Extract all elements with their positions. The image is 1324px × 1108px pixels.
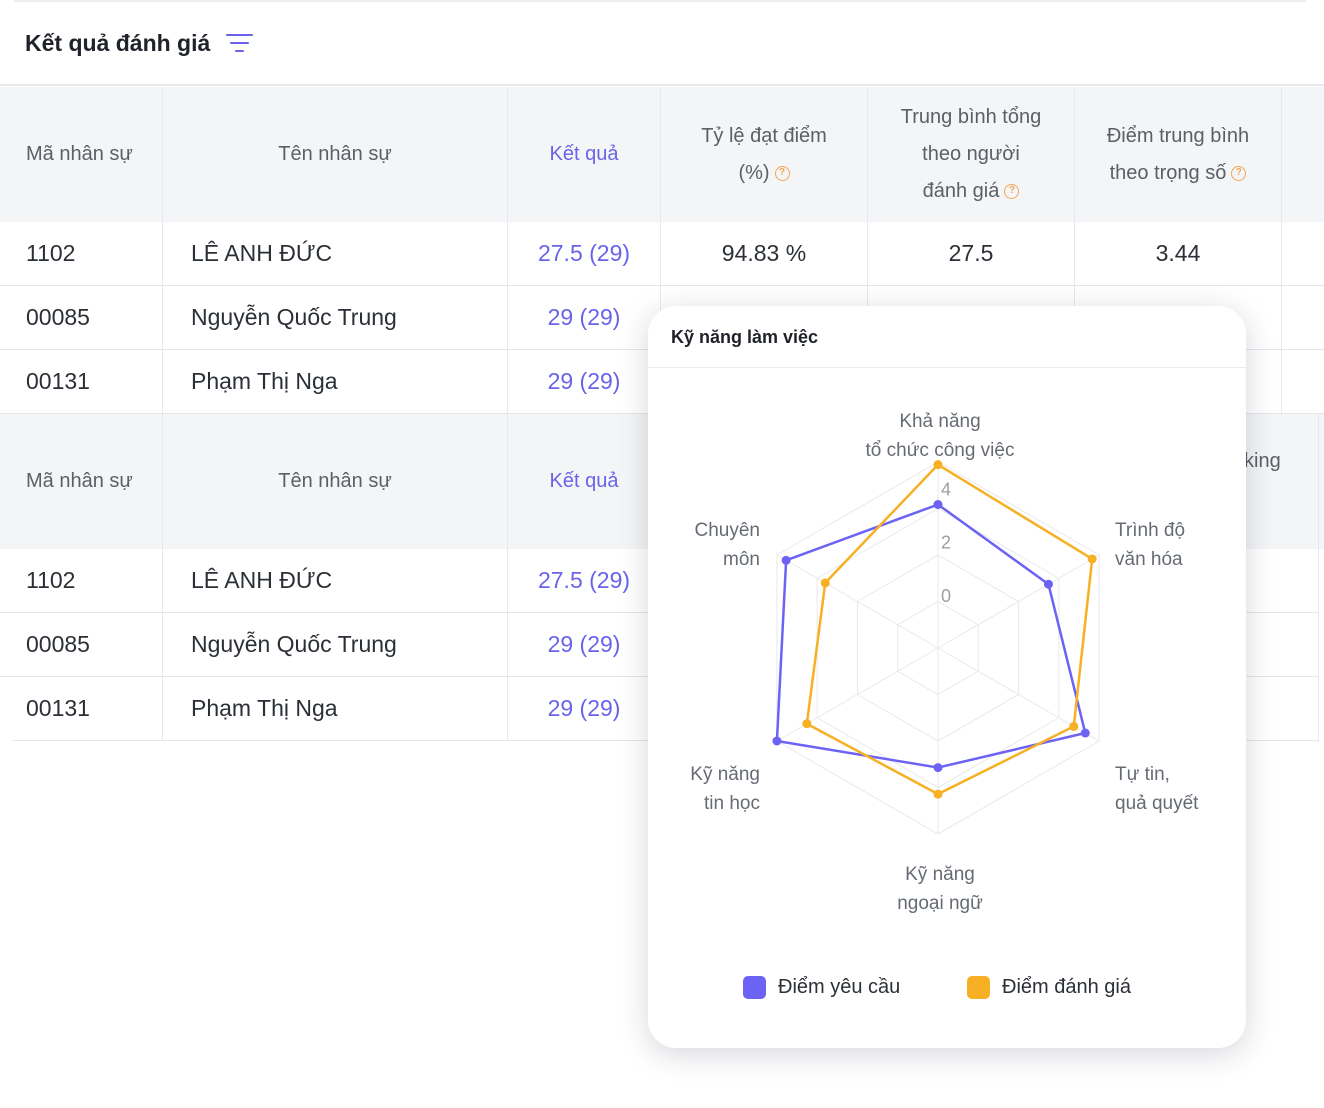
table-edge bbox=[1318, 414, 1319, 742]
cell-weighted: 3.44 bbox=[1075, 222, 1282, 285]
header-weighted[interactable]: Điểm trung bình theo trọng số? bbox=[1075, 87, 1282, 222]
grid-spoke bbox=[776, 554, 939, 649]
cell-employee-id: 00131 bbox=[0, 677, 163, 740]
tick-label: 2 bbox=[941, 533, 951, 553]
data-point bbox=[1087, 554, 1097, 564]
header-average[interactable]: Trung bình tổng theo người đánh giá? bbox=[868, 87, 1075, 222]
axis-label: Tự tin, bbox=[1115, 764, 1170, 785]
header-average-line1: Trung bình tổng bbox=[900, 106, 1042, 128]
axis-label: Kỹ năng bbox=[905, 864, 975, 885]
popup-divider bbox=[648, 367, 1246, 368]
data-point bbox=[781, 555, 791, 565]
header-result[interactable]: Kết quả bbox=[508, 87, 661, 222]
cell-employee-id: 1102 bbox=[0, 222, 163, 285]
top-edge-divider bbox=[14, 0, 1306, 2]
tick-label: 4 bbox=[941, 480, 951, 500]
cell-employee-name: Phạm Thị Nga bbox=[163, 350, 508, 413]
cell-result-link[interactable]: 29 (29) bbox=[508, 286, 661, 349]
header-rate[interactable]: Tỷ lệ đạt điểm (%)? bbox=[661, 87, 868, 222]
help-icon[interactable]: ? bbox=[1004, 184, 1020, 199]
cell-rate: 94.83 % bbox=[661, 222, 868, 285]
header-employee-id[interactable]: Mã nhân sự bbox=[0, 414, 163, 549]
legend-item-required[interactable]: Điểm yêu cầu bbox=[743, 976, 900, 999]
cell-result-link[interactable]: 27.5 (29) bbox=[508, 549, 661, 612]
legend-label: Điểm đánh giá bbox=[1002, 976, 1131, 998]
axis-label: môn bbox=[723, 549, 760, 570]
header-weighted-line2: theo trọng số bbox=[1109, 161, 1227, 184]
cell-employee-id: 00085 bbox=[0, 286, 163, 349]
data-point bbox=[933, 500, 943, 510]
header-rate-line1: Tỷ lệ đạt điểm bbox=[701, 124, 827, 147]
data-point bbox=[933, 763, 943, 773]
data-point bbox=[933, 460, 943, 470]
data-point bbox=[1080, 728, 1090, 738]
legend-swatch bbox=[967, 976, 990, 999]
axis-label: Chuyên bbox=[695, 520, 761, 541]
cell-result-link[interactable]: 29 (29) bbox=[508, 350, 661, 413]
axis-label: Kỹ năng bbox=[690, 764, 760, 785]
section-header: Kết quả đánh giá bbox=[0, 2, 1324, 86]
data-point bbox=[772, 736, 782, 746]
help-icon[interactable]: ? bbox=[774, 165, 790, 181]
data-point bbox=[933, 789, 943, 799]
header-employee-name[interactable]: Tên nhân sự bbox=[163, 87, 508, 222]
header-partial: king bbox=[1244, 450, 1281, 472]
cell-weighted bbox=[1075, 350, 1282, 413]
header-rate-line2: (%) bbox=[738, 161, 770, 184]
cell-employee-id: 00131 bbox=[0, 350, 163, 413]
legend-label: Điểm yêu cầu bbox=[778, 976, 901, 998]
cell-employee-name: LÊ ANH ĐỨC bbox=[163, 549, 508, 612]
header-weighted-line1: Điểm trung bình bbox=[1106, 124, 1250, 147]
axis-label: văn hóa bbox=[1115, 549, 1183, 570]
axis-label: Trình độ bbox=[1115, 520, 1185, 541]
tick-label: 0 bbox=[941, 586, 951, 606]
header-average-line3: đánh giá bbox=[922, 180, 1000, 202]
header-result[interactable]: Kết quả bbox=[508, 414, 661, 549]
data-point bbox=[820, 578, 830, 588]
cell-employee-name: Nguyễn Quốc Trung bbox=[163, 286, 508, 349]
table-row[interactable]: 00085 Nguyễn Quốc Trung 29 (29) bbox=[0, 613, 1318, 677]
header-employee-id[interactable]: Mã nhân sự bbox=[0, 87, 163, 222]
cell-overflow bbox=[1282, 222, 1324, 285]
data-point bbox=[802, 719, 812, 729]
filter-icon[interactable] bbox=[226, 33, 253, 53]
legend-swatch bbox=[743, 976, 766, 999]
table-header-row: Mã nhân sự Tên nhân sự Kết quả Tỷ lệ đạt… bbox=[0, 87, 1324, 222]
cell-average: 27.5 bbox=[868, 222, 1075, 285]
header-overflow bbox=[1282, 87, 1324, 222]
header-average-line2: theo người bbox=[922, 143, 1020, 165]
axis-label: tổ chức công việc bbox=[866, 440, 1015, 461]
axis-label: quả quyết bbox=[1115, 793, 1199, 814]
cell-employee-name: Nguyễn Quốc Trung bbox=[163, 613, 508, 676]
table-row[interactable]: 1102 LÊ ANH ĐỨC 27.5 (29) 94.83 % 27.5 3… bbox=[0, 222, 1324, 286]
skills-popup: Kỹ năng làm việc 0 2 4 Khả năng tổ chức công… bbox=[648, 306, 1246, 1048]
cell-result-link[interactable]: 29 (29) bbox=[508, 613, 661, 676]
axis-label: tin học bbox=[704, 793, 760, 814]
data-point bbox=[1043, 579, 1053, 589]
page-title: Kết quả đánh giá bbox=[25, 30, 211, 56]
cell-result-link[interactable]: 29 (29) bbox=[508, 677, 661, 740]
cell-employee-name: Phạm Thị Nga bbox=[163, 677, 508, 740]
axis-label: Khả năng bbox=[899, 411, 980, 432]
header-employee-name[interactable]: Tên nhân sự bbox=[163, 414, 508, 549]
cell-weighted bbox=[1075, 286, 1282, 349]
data-point bbox=[1069, 721, 1079, 731]
cell-employee-name: LÊ ANH ĐỨC bbox=[163, 222, 508, 285]
help-icon[interactable]: ? bbox=[1231, 165, 1247, 181]
series-line bbox=[775, 503, 1087, 769]
cell-result-link[interactable]: 27.5 (29) bbox=[508, 222, 661, 285]
popup-title: Kỹ năng làm việc bbox=[671, 327, 819, 347]
legend-item-assessed[interactable]: Điểm đánh giá bbox=[967, 976, 1131, 999]
cell-employee-id: 1102 bbox=[0, 549, 163, 612]
axis-label: ngoại ngữ bbox=[897, 893, 983, 914]
grid-spoke bbox=[937, 554, 1100, 649]
cell-employee-id: 00085 bbox=[0, 613, 163, 676]
radar-chart: 0 2 4 Khả năng tổ chức công việc Trình độ văn … bbox=[690, 411, 1199, 914]
